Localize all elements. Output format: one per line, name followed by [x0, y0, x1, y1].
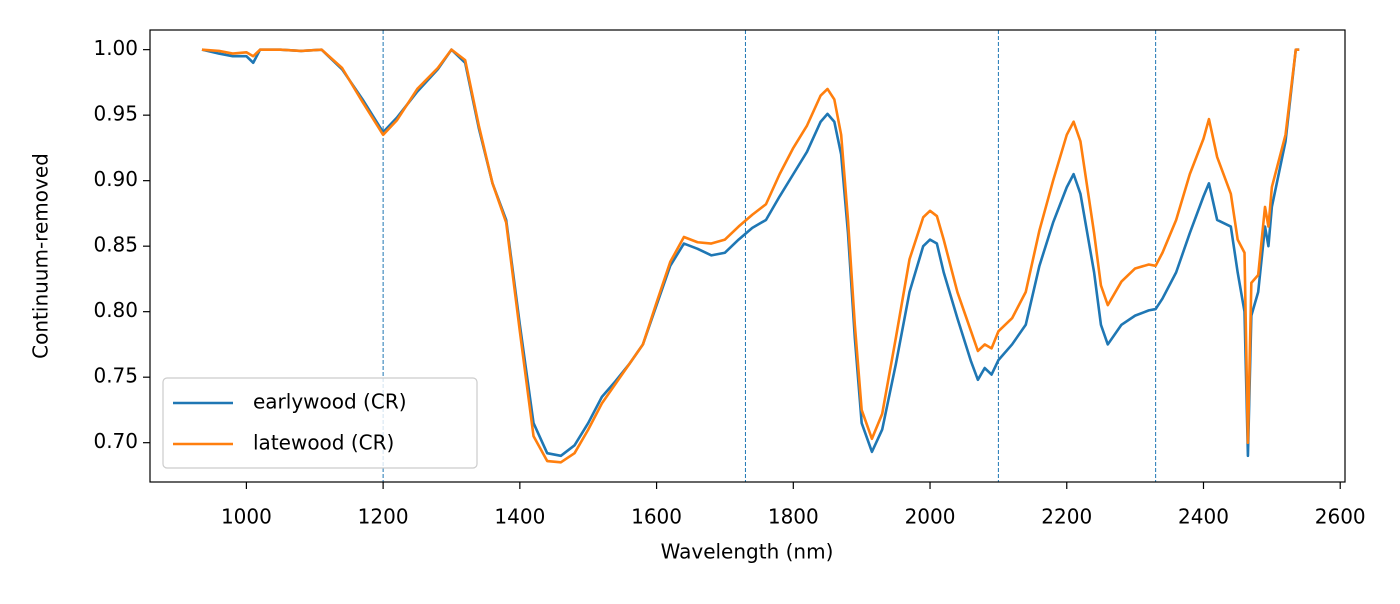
x-tick-label: 2200 [1041, 505, 1092, 529]
x-tick-label: 1600 [631, 505, 682, 529]
y-tick-label: 0.90 [93, 167, 138, 191]
legend-label: earlywood (CR) [253, 390, 407, 414]
y-tick-label: 0.80 [93, 298, 138, 322]
y-tick-label: 0.85 [93, 233, 138, 257]
x-tick-label: 1200 [358, 505, 409, 529]
x-tick-label: 2000 [905, 505, 956, 529]
legend-box [162, 377, 478, 469]
y-tick-label: 0.75 [93, 364, 138, 388]
plot-frame [149, 29, 1346, 483]
series-line [201, 48, 1300, 464]
x-axis-title: Wavelength (nm) [661, 540, 834, 564]
x-tick-label: 1400 [494, 505, 545, 529]
x-tick-label: 2400 [1178, 505, 1229, 529]
y-tick-label: 0.70 [93, 429, 138, 453]
y-tick-label: 0.95 [93, 102, 138, 126]
y-axis-title: Continuum-removed [29, 153, 53, 359]
legend-label: latewood (CR) [253, 431, 394, 455]
x-tick-label: 2600 [1315, 505, 1366, 529]
y-tick-label: 1.00 [93, 36, 138, 60]
x-tick-label: 1000 [221, 505, 272, 529]
x-tick-label: 1800 [768, 505, 819, 529]
